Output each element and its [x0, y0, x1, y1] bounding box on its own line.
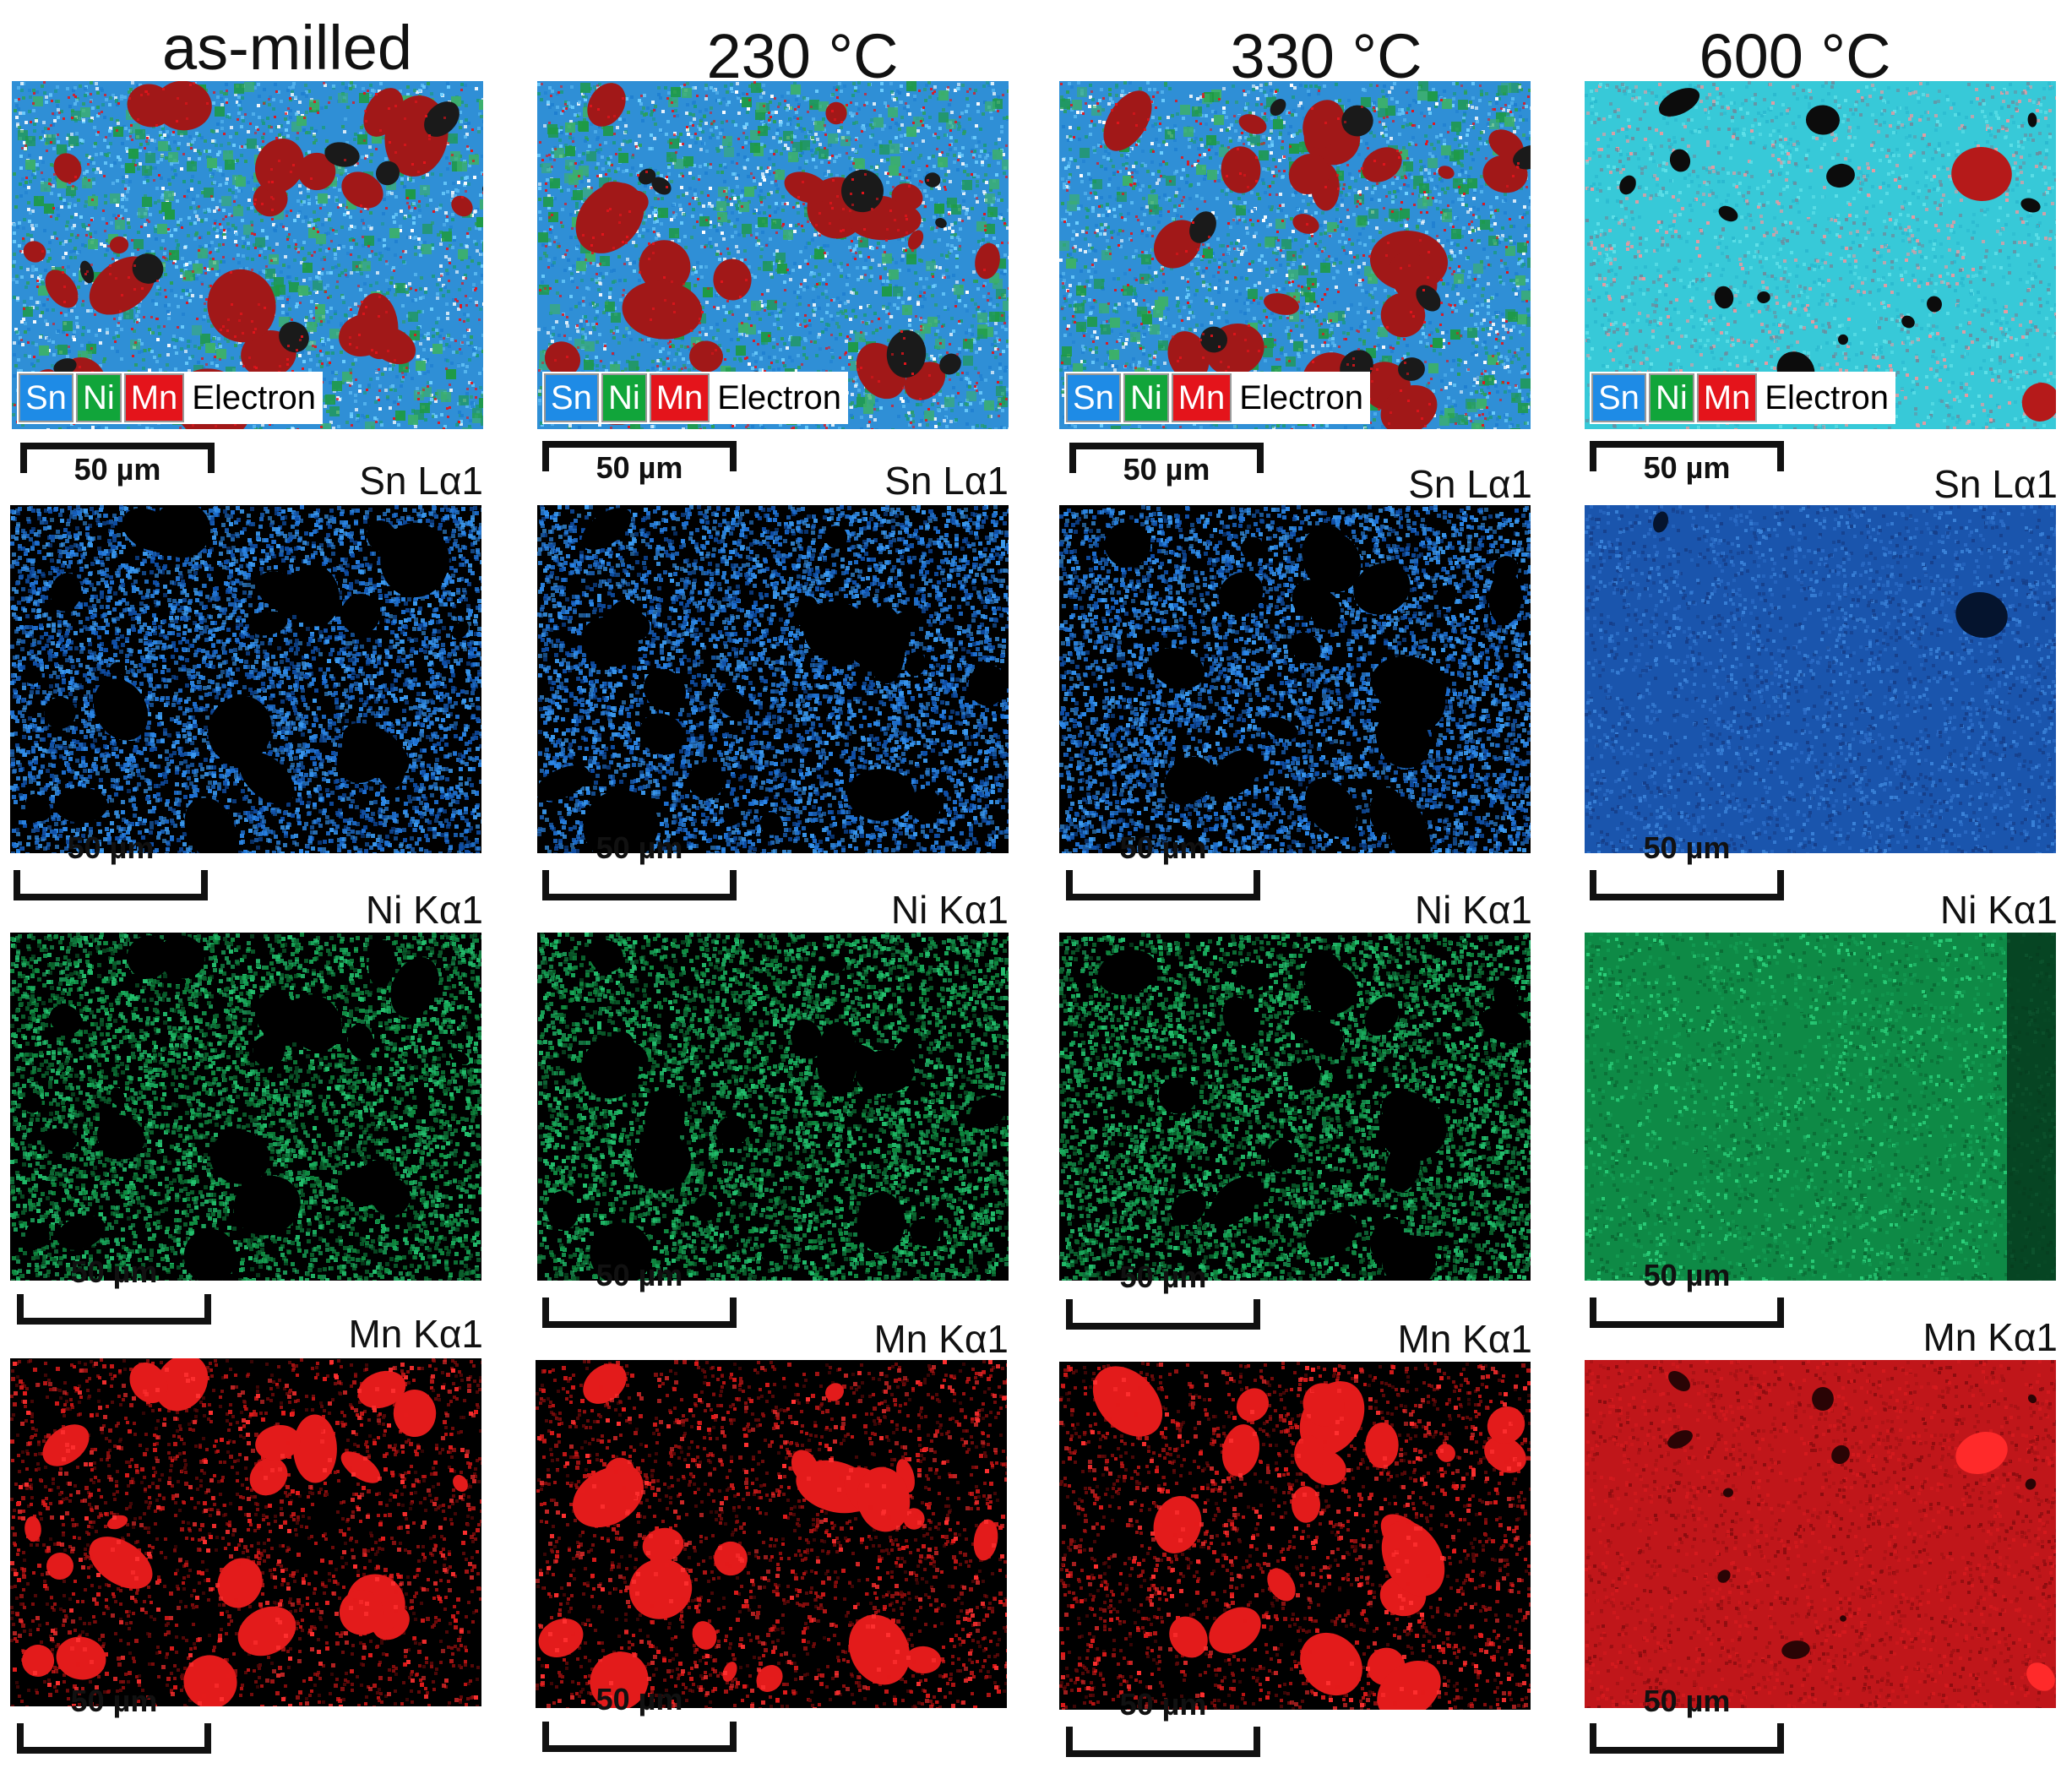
element-label-ni: Ni Kα1	[1586, 890, 2058, 929]
scale-bar-label: 50 µm	[24, 1257, 204, 1287]
mn-map-image	[10, 1358, 481, 1706]
scale-bar: 50 µm	[542, 833, 737, 900]
scale-bar: 50 µm	[1590, 441, 1784, 483]
legend-mn: Mn	[649, 373, 710, 422]
scale-bar-label: 50 µm	[1596, 833, 1777, 863]
element-label-mn: Mn Kα1	[12, 1314, 483, 1353]
legend-ni: Ni	[75, 373, 122, 422]
ni-map-image	[1059, 933, 1531, 1281]
element-label-ni: Ni Kα1	[12, 890, 483, 929]
mn-map-as-milled	[10, 1358, 481, 1706]
ni-map-as-milled	[10, 933, 481, 1281]
sn-map-image	[537, 505, 1009, 853]
composite-map-330c: Sn Ni Mn Electron	[1059, 81, 1531, 429]
scale-bar: 50 µm	[1590, 1260, 1784, 1328]
sn-map-230c	[537, 505, 1009, 853]
legend-mn: Mn	[1171, 373, 1232, 422]
element-label-mn: Mn Kα1	[1586, 1318, 2058, 1357]
element-label-sn: Sn Lα1	[1061, 465, 1532, 503]
element-label-sn: Sn Lα1	[537, 461, 1009, 500]
column-title-600c: 600 °C	[1558, 25, 2031, 88]
ni-map-image	[1585, 933, 2056, 1281]
composite-map-image	[1585, 81, 2056, 429]
column-title-230c: 230 °C	[566, 25, 1039, 88]
mn-map-image	[536, 1360, 1007, 1708]
legend-ni: Ni	[1648, 373, 1694, 422]
composite-map-230c: Sn Ni Mn Electron	[537, 81, 1009, 429]
column-title-330c: 330 °C	[1090, 25, 1563, 88]
legend-electron: Electron	[1759, 373, 1894, 422]
scale-bar: 50 µm	[1066, 833, 1260, 900]
scale-bar: 50 µm	[542, 1684, 737, 1752]
sn-map-image	[10, 505, 481, 853]
legend-ni: Ni	[601, 373, 647, 422]
map-legend: Sn Ni Mn Electron	[1590, 372, 1896, 424]
mn-map-330c	[1059, 1362, 1531, 1710]
element-label-mn: Mn Kα1	[1061, 1319, 1532, 1358]
legend-sn: Sn	[1066, 373, 1121, 422]
element-label-sn: Sn Lα1	[1586, 465, 2058, 503]
composite-map-image	[1059, 81, 1531, 429]
ni-map-330c	[1059, 933, 1531, 1281]
scale-bar-label: 50 µm	[1596, 453, 1777, 483]
scale-bar: 50 µm	[542, 1260, 737, 1328]
mn-map-600c	[1585, 1360, 2056, 1708]
sn-map-as-milled	[10, 505, 481, 853]
scale-bar-label: 50 µm	[1076, 454, 1257, 485]
legend-ni: Ni	[1123, 373, 1169, 422]
legend-electron: Electron	[712, 373, 846, 422]
map-legend: Sn Ni Mn Electron	[1064, 372, 1371, 424]
sn-map-600c	[1585, 505, 2056, 853]
scale-bar: 50 µm	[14, 833, 208, 900]
scale-bar: 50 µm	[1069, 443, 1264, 485]
scale-bar-label: 50 µm	[24, 1686, 204, 1716]
scale-bar-label: 50 µm	[1073, 833, 1254, 863]
scale-bar: 50 µm	[1590, 833, 1784, 900]
scale-bar: 50 µm	[1066, 1262, 1260, 1330]
ni-map-230c	[537, 933, 1009, 1281]
scale-bar: 50 µm	[1590, 1686, 1784, 1754]
scale-bar-label: 50 µm	[27, 454, 208, 485]
scale-bar: 50 µm	[1066, 1689, 1260, 1757]
scale-bar: 50 µm	[20, 443, 215, 485]
legend-sn: Sn	[1591, 373, 1646, 422]
map-legend: Sn Ni Mn Electron	[17, 372, 324, 424]
legend-sn: Sn	[19, 373, 73, 422]
legend-electron: Electron	[1234, 373, 1368, 422]
scale-bar: 50 µm	[17, 1257, 211, 1325]
scale-bar-label: 50 µm	[20, 833, 201, 863]
scale-bar-label: 50 µm	[549, 833, 730, 863]
element-label-ni: Ni Kα1	[1061, 890, 1532, 929]
scale-bar-label: 50 µm	[1073, 1689, 1254, 1720]
legend-electron: Electron	[187, 373, 321, 422]
scale-bar-label: 50 µm	[549, 1684, 730, 1715]
scale-bar-label: 50 µm	[1596, 1260, 1777, 1291]
ni-map-image	[537, 933, 1009, 1281]
legend-mn: Mn	[1696, 373, 1758, 422]
scale-bar: 50 µm	[542, 441, 737, 483]
legend-mn: Mn	[123, 373, 185, 422]
scale-bar-label: 50 µm	[549, 1260, 730, 1291]
composite-map-600c: Sn Ni Mn Electron	[1585, 81, 2056, 429]
mn-map-image	[1059, 1362, 1531, 1710]
column-title-as-milled: as-milled	[51, 17, 524, 79]
sn-map-image	[1059, 505, 1531, 853]
ni-map-image	[10, 933, 481, 1281]
mn-map-image	[1585, 1360, 2056, 1708]
composite-map-as-milled: Sn Ni Mn Electron	[12, 81, 483, 429]
legend-sn: Sn	[544, 373, 599, 422]
element-label-mn: Mn Kα1	[537, 1319, 1009, 1358]
element-label-ni: Ni Kα1	[537, 890, 1009, 929]
sn-map-image	[1585, 505, 2056, 853]
scale-bar-label: 50 µm	[549, 453, 730, 483]
sn-map-330c	[1059, 505, 1531, 853]
ni-map-600c	[1585, 933, 2056, 1281]
scale-bar: 50 µm	[17, 1686, 211, 1754]
mn-map-230c	[536, 1360, 1007, 1708]
map-legend: Sn Ni Mn Electron	[542, 372, 849, 424]
scale-bar-label: 50 µm	[1073, 1262, 1254, 1292]
scale-bar-label: 50 µm	[1596, 1686, 1777, 1716]
element-label-sn: Sn Lα1	[12, 461, 483, 500]
